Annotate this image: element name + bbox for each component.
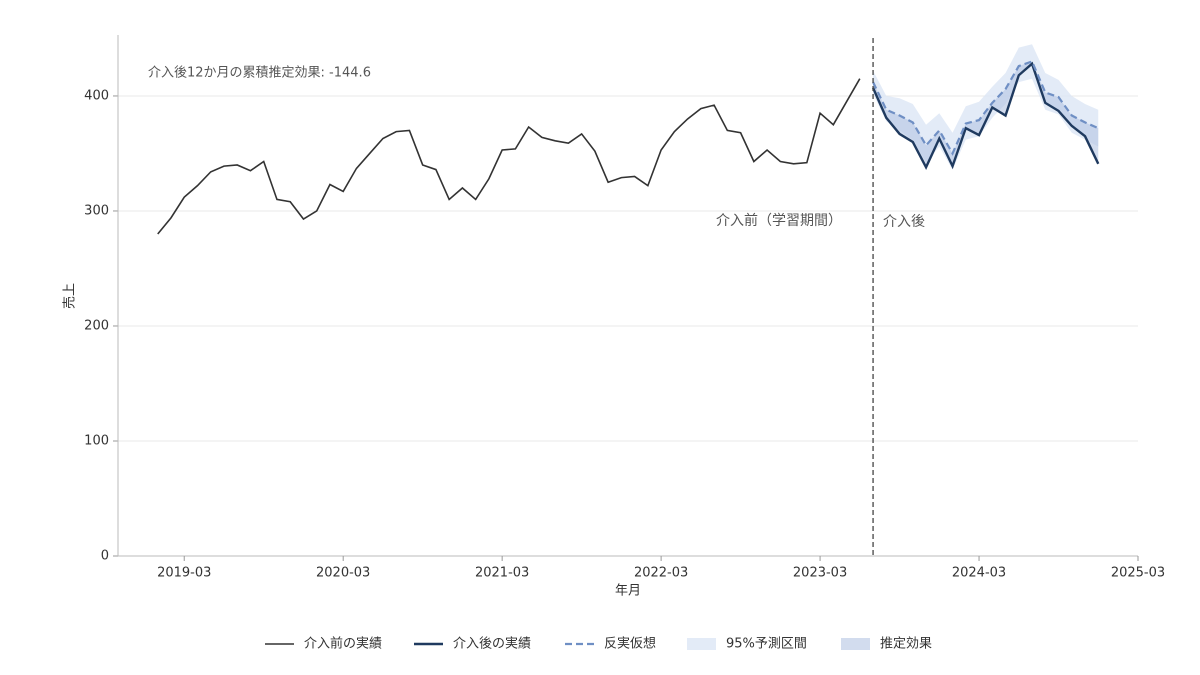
x-tick-label: 2022-03 (634, 566, 688, 581)
legend-label: 95%予測区間 (726, 637, 807, 652)
x-tick-label: 2021-03 (475, 566, 529, 581)
legend-swatch (687, 638, 716, 650)
legend-label: 介入前の実績 (304, 636, 382, 652)
y-tick-label: 100 (84, 433, 109, 448)
line (871, 61, 1100, 170)
legend-swatch (841, 638, 870, 650)
y-tick-label: 300 (84, 203, 109, 218)
effect-area (873, 61, 1099, 168)
line (872, 60, 1099, 156)
y-tick-label: 0 (101, 549, 109, 564)
legend-label: 反実仮想 (604, 636, 656, 652)
post-label: 介入後 (883, 214, 925, 230)
x-tick-label: 2019-03 (157, 566, 211, 581)
line (157, 78, 861, 235)
y-tick-label: 400 (84, 88, 109, 103)
legend-label: 介入後の実績 (453, 636, 531, 652)
x-tick-label: 2024-03 (952, 566, 1006, 581)
pre-label: 介入前（学習期間） (716, 212, 842, 229)
y-axis-label: 売上 (62, 283, 78, 309)
x-tick-label: 2025-03 (1111, 566, 1165, 581)
legend-label: 推定効果 (880, 637, 932, 652)
annotation: 介入後12か月の累積推定効果: -144.6 (148, 66, 371, 81)
x-tick-label: 2020-03 (316, 566, 370, 581)
x-axis-label: 年月 (615, 584, 641, 599)
prediction-interval (873, 44, 1099, 170)
x-tick-label: 2023-03 (793, 566, 847, 581)
y-tick-label: 200 (84, 318, 109, 333)
